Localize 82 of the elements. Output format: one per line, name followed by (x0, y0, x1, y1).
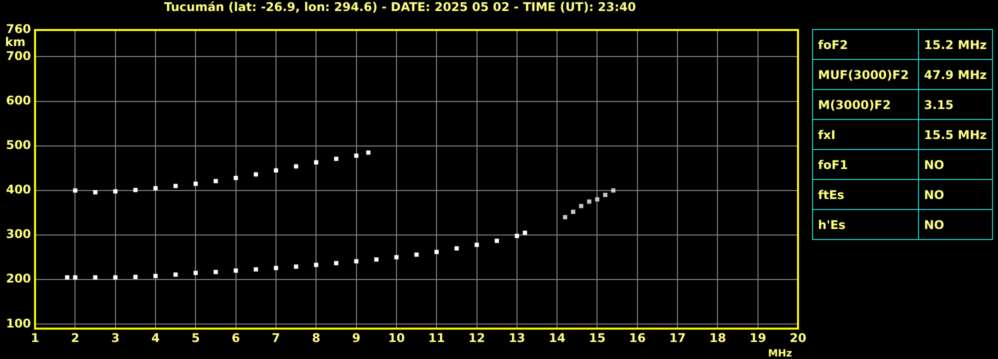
point (354, 154, 358, 158)
point (374, 257, 378, 262)
y-tick-label: 400 (6, 182, 32, 197)
text: h'Es (812, 210, 918, 240)
x-tick-label: 14 (548, 330, 566, 345)
x-tick-label: 7 (272, 330, 280, 345)
y-tick-label: 300 (6, 227, 32, 242)
point (234, 268, 238, 273)
text: NO (918, 150, 992, 180)
x-tick-label: 12 (468, 330, 486, 345)
point (366, 150, 370, 155)
x-tick-label: 9 (352, 330, 360, 345)
text: foF1 (812, 150, 918, 180)
point (354, 259, 358, 264)
x-tick-label: 2 (71, 330, 80, 345)
point (214, 270, 218, 274)
point (562, 215, 568, 220)
point (73, 188, 78, 193)
point (73, 275, 78, 280)
point (65, 275, 70, 280)
point (113, 275, 118, 280)
point (494, 238, 499, 243)
point (587, 199, 592, 204)
x-tick-label: 19 (749, 330, 766, 345)
point (314, 160, 318, 164)
x-tick-label: 11 (428, 330, 445, 345)
y-axis-title: km (5, 35, 26, 50)
point (153, 186, 158, 190)
y-tick-label: 600 (6, 93, 32, 108)
point (254, 267, 258, 272)
point (595, 197, 600, 202)
point (334, 156, 338, 161)
x-tick-label: 4 (151, 330, 160, 345)
point (314, 262, 318, 267)
point (93, 275, 98, 280)
y-tick-label: 700 (6, 48, 32, 63)
x-tick-label: 1 (30, 330, 40, 345)
x-tick-label: 16 (629, 330, 646, 345)
x-tick-label: 3 (111, 330, 120, 345)
y-tick-label: 100 (6, 316, 32, 330)
text: 3.15 (918, 90, 992, 120)
x-tick-label: 15 (588, 330, 606, 345)
text: fxI (812, 120, 918, 150)
x-tick-label: 17 (669, 330, 686, 345)
point (194, 270, 198, 276)
point (214, 178, 218, 184)
y-tick-label: 500 (6, 138, 32, 152)
point (454, 246, 459, 250)
point (173, 272, 178, 277)
point (194, 182, 198, 186)
chart-title: Tucumán (lat: -26.9, lon: 294.6) - DATE: 2025 05 02 - TIME (UT): 23:40 (164, 0, 636, 14)
point (522, 230, 528, 235)
text: NO (918, 180, 992, 210)
point (93, 190, 98, 194)
text: NO (918, 210, 992, 240)
x-tick-label: 13 (508, 330, 526, 345)
text: foF2 (812, 30, 918, 60)
point (611, 188, 616, 193)
text: MUF(3000)F2 (812, 60, 918, 90)
x-tick-label: 6 (232, 330, 240, 345)
point (579, 204, 584, 208)
point (113, 189, 118, 194)
point (603, 192, 608, 198)
point (474, 242, 479, 247)
point (234, 176, 238, 180)
text: M(3000)F2 (812, 90, 918, 120)
text: ftEs (812, 180, 918, 210)
text: 47.9 MHz (918, 60, 992, 90)
text: 15.2 MHz (918, 30, 992, 60)
point (571, 210, 576, 214)
y-tick-label: 200 (6, 272, 32, 286)
x-tick-label: 20 (790, 330, 806, 345)
x-tick-label: 10 (388, 330, 405, 345)
x-tick-label: 18 (709, 330, 726, 345)
x-axis-title: MHz (768, 348, 792, 359)
point (334, 260, 338, 266)
x-tick-label: 8 (312, 330, 320, 345)
text: 15.5 MHz (918, 120, 992, 150)
y-tick-label: 760 (6, 22, 32, 36)
point (394, 255, 399, 260)
x-tick-label: 5 (191, 330, 200, 345)
point (294, 264, 298, 269)
